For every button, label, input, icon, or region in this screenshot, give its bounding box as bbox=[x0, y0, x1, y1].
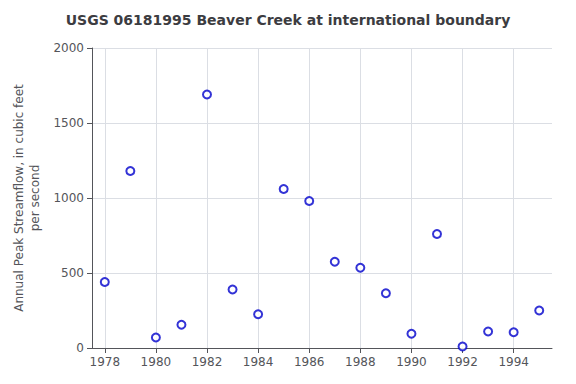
svg-text:1982: 1982 bbox=[192, 355, 223, 369]
svg-text:1980: 1980 bbox=[141, 355, 172, 369]
svg-text:1984: 1984 bbox=[243, 355, 274, 369]
svg-text:1000: 1000 bbox=[53, 191, 84, 205]
svg-text:500: 500 bbox=[61, 266, 84, 280]
svg-text:1992: 1992 bbox=[447, 355, 478, 369]
svg-text:1986: 1986 bbox=[294, 355, 325, 369]
svg-text:0: 0 bbox=[76, 341, 84, 355]
svg-text:1994: 1994 bbox=[498, 355, 529, 369]
svg-text:1500: 1500 bbox=[53, 116, 84, 130]
svg-text:USGS 06181995 Beaver Creek at: USGS 06181995 Beaver Creek at internatio… bbox=[66, 12, 511, 28]
svg-text:1990: 1990 bbox=[396, 355, 427, 369]
svg-text:2000: 2000 bbox=[53, 41, 84, 55]
svg-text:per second: per second bbox=[28, 165, 42, 232]
svg-text:1978: 1978 bbox=[90, 355, 121, 369]
svg-text:1988: 1988 bbox=[345, 355, 376, 369]
svg-text:Annual Peak Streamflow, in cub: Annual Peak Streamflow, in cubic feet bbox=[12, 84, 26, 312]
